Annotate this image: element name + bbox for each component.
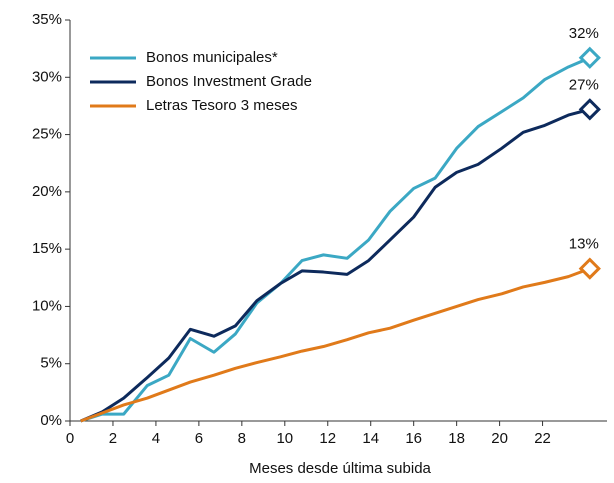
series-line	[80, 107, 591, 423]
y-tick-label: 10%	[32, 297, 62, 314]
legend-label: Bonos municipales*	[146, 49, 278, 66]
x-tick-label: 4	[152, 430, 160, 447]
y-tick-label: 5%	[40, 355, 62, 372]
x-tick-label: 2	[109, 430, 117, 447]
x-tick-label: 20	[491, 430, 508, 447]
x-axis-label: Meses desde última subida	[249, 460, 431, 477]
end-label: 13%	[569, 236, 599, 253]
legend-label: Bonos Investment Grade	[146, 73, 312, 90]
x-tick-label: 10	[276, 430, 293, 447]
end-marker	[578, 257, 601, 280]
legend-label: Letras Tesoro 3 meses	[146, 97, 297, 114]
x-tick-label: 6	[195, 430, 203, 447]
x-tick-label: 18	[448, 430, 465, 447]
y-tick-label: 0%	[40, 412, 62, 429]
y-tick-label: 25%	[32, 126, 62, 143]
x-tick-label: 16	[405, 430, 422, 447]
y-tick-label: 35%	[32, 11, 62, 28]
end-marker	[578, 98, 601, 121]
y-tick-label: 30%	[32, 68, 62, 85]
x-tick-label: 14	[362, 430, 379, 447]
x-tick-label: 12	[319, 430, 336, 447]
end-label: 32%	[569, 25, 599, 42]
y-tick-label: 15%	[32, 240, 62, 257]
x-tick-label: 22	[534, 430, 551, 447]
x-tick-label: 0	[66, 430, 74, 447]
end-label: 27%	[569, 76, 599, 93]
series-line	[80, 267, 591, 423]
series-line	[80, 56, 591, 423]
end-marker	[578, 46, 601, 69]
x-tick-label: 8	[238, 430, 246, 447]
y-tick-label: 20%	[32, 183, 62, 200]
